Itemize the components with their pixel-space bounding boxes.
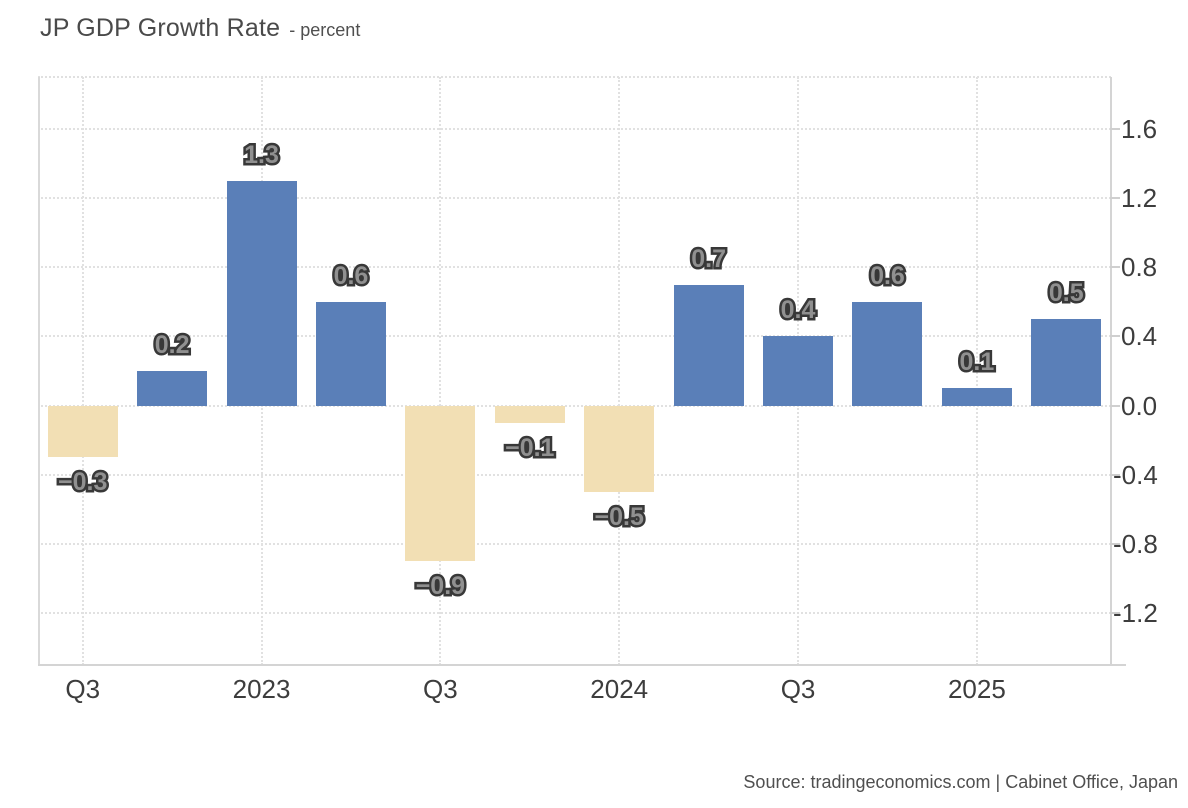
bar-value-text: −0.1 [505,433,555,462]
chart-subtitle: - percent [289,20,361,40]
bar-value-text: 1.3 [244,140,279,169]
bar-value-label: 0.2 0.2 [152,329,192,362]
bar-value-text: −0.9 [415,572,466,601]
gridline-horizontal [38,197,1111,200]
bar-value-outline: −0.9 [413,570,467,603]
bar[interactable] [673,284,744,406]
y-axis-tick [1110,404,1120,407]
gridline-horizontal [38,612,1111,615]
bar-value-text: 0.2 [154,331,190,359]
bar-value-label: 0.1 0.1 [957,346,997,379]
y-axis-label: 1.6 [1121,113,1158,144]
bar-value-text: 0.7 [691,244,727,273]
x-axis-label: 2024 [590,674,649,704]
bar-value-text: −0.3 [58,468,108,497]
bar[interactable] [1031,319,1102,406]
bar[interactable] [494,405,565,423]
gridline-horizontal [38,404,1111,407]
bar-value-text: 0.5 [1048,279,1084,308]
y-axis-tick [1110,612,1120,615]
gridline-vertical [81,77,84,665]
bar-value-outline: 0.2 [152,329,192,362]
y-axis-label: 1.2 [1121,183,1158,214]
bar[interactable] [226,180,297,406]
gridline-horizontal [38,542,1111,545]
y-axis-label: -1.2 [1113,598,1158,629]
y-axis-label: -0.4 [1113,459,1158,490]
y-axis-tick [1110,197,1120,200]
bar-value-outline: 0.6 [331,259,371,292]
bar[interactable] [584,405,655,493]
bar[interactable] [315,301,386,406]
y-axis-tick [1110,473,1120,476]
bar[interactable] [137,371,208,406]
bar-value-text: −0.5 [594,503,644,532]
bar-value-outline: 0.4 [778,294,818,327]
bar-value-label: 0.6 0.6 [331,259,371,292]
y-axis-tick [1110,335,1120,338]
gridline-vertical [439,77,442,665]
bar-value-label: 0.4 0.4 [778,294,818,327]
bar-value-label: −0.3 −0.3 [56,466,110,499]
bar-value-label: −0.9 −0.9 [413,570,467,603]
y-axis: 1.6 1.2 0.8 0.4 0.0 -0.4 -0.8 -1.2 [1110,77,1188,665]
gridline-horizontal [38,127,1111,130]
bar[interactable] [47,405,118,458]
bar-value-text: 0.4 [780,296,816,325]
y-axis-label: 0.0 [1121,390,1158,421]
bar-value-label: 0.6 0.6 [868,259,908,292]
bar-value-outline: 1.3 [242,138,282,171]
bar-value-outline: 0.1 [957,346,997,379]
x-axis-label: 2023 [232,674,291,704]
x-axis: Q3 2023 Q3 2024 Q3 2025 [38,665,1111,709]
y-axis-tick [1110,127,1120,130]
bar[interactable] [941,388,1012,406]
bar-value-outline: −0.1 [503,431,557,464]
plot-border-left [38,77,40,665]
y-axis-tick [1110,266,1120,269]
bar-value-outline: 0.5 [1046,277,1086,310]
y-axis-label: 0.8 [1121,252,1158,283]
bar-value-label: 1.3 1.3 [242,138,282,171]
bar-value-text: 0.1 [959,348,995,377]
bar[interactable] [852,301,923,406]
gridline-horizontal [38,473,1111,476]
bar-value-outline: 0.7 [689,242,729,275]
chart-header: JP GDP Growth Rate - percent [40,14,360,43]
x-axis-label: Q3 [65,674,101,704]
x-axis-line [38,664,1126,666]
y-axis-label: -0.8 [1113,528,1158,559]
chart-title: JP GDP Growth Rate [40,14,281,42]
source-attribution: Source: tradingeconomics.com | Cabinet O… [743,772,1178,792]
x-axis-label: 2025 [947,674,1006,704]
y-axis-line [1110,77,1112,665]
gridline-horizontal [38,266,1111,269]
bar-value-outline: −0.3 [56,466,110,499]
gridline-vertical [975,77,978,665]
bar-value-label: −0.1 −0.1 [503,431,557,464]
gridline-horizontal [38,335,1111,338]
plot-area[interactable]: −0.3 −0.3 0.2 0.2 1.3 1.3 0.6 0.6 −0.9 −0.9 −0.1 −0… [38,77,1111,665]
x-axis-label: Q3 [780,674,816,704]
gridline-vertical [618,77,621,665]
bar-value-label: 0.7 0.7 [689,242,729,275]
bar[interactable] [763,336,834,406]
bar-value-label: −0.5 −0.5 [592,501,646,534]
bar-value-outline: −0.5 [592,501,646,534]
y-axis-tick [1110,542,1120,545]
bar-value-text: 0.6 [333,261,369,290]
bar-value-text: 0.6 [870,261,905,290]
bar[interactable] [405,405,476,562]
y-axis-label: 0.4 [1121,321,1158,352]
bar-value-outline: 0.6 [868,259,908,292]
plot-border-top [38,76,1111,78]
bar-value-label: 0.5 0.5 [1046,277,1086,310]
x-axis-label: Q3 [423,674,458,704]
